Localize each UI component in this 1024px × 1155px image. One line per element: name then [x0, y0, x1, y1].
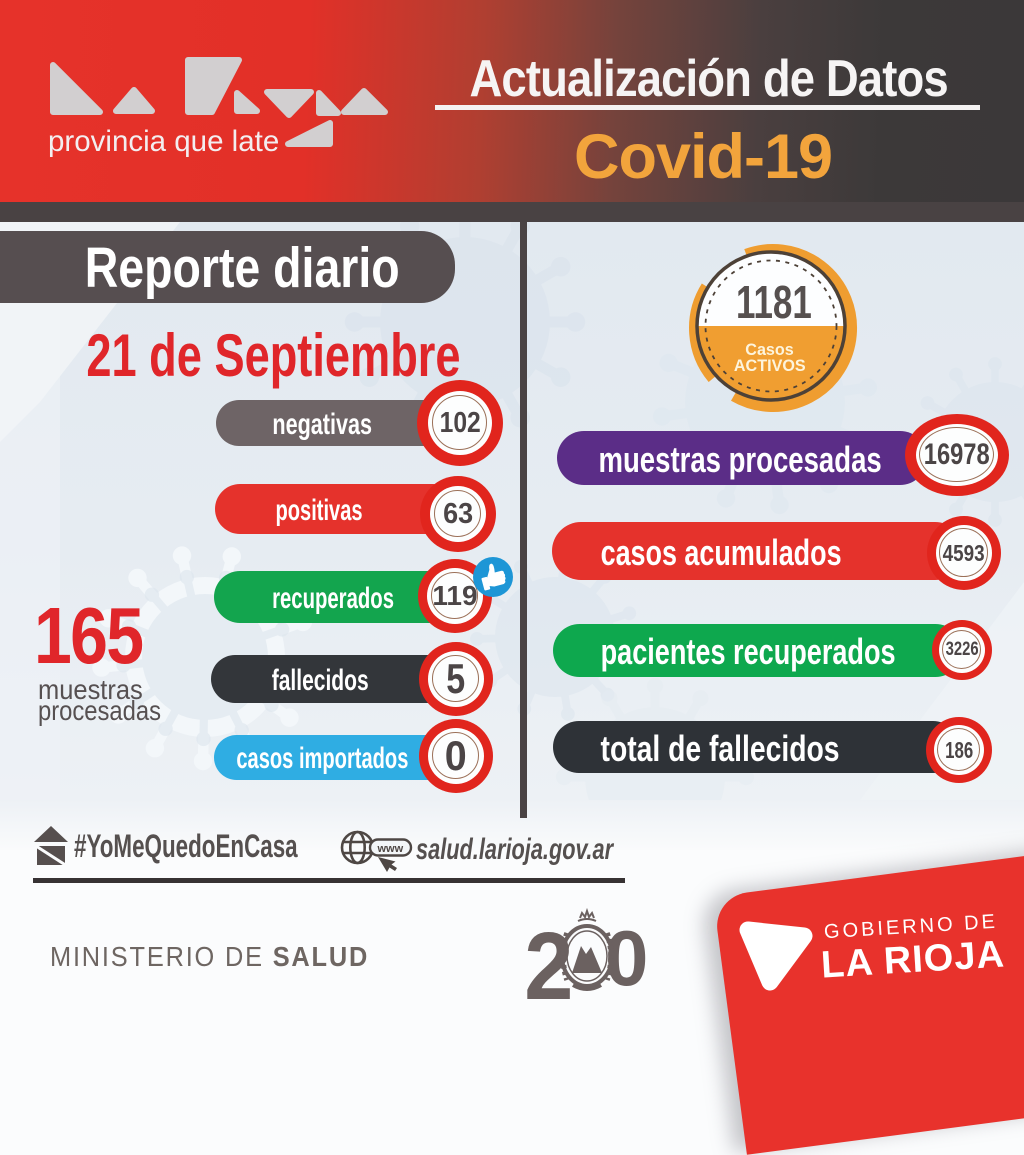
svg-text:provincia que late: provincia que late [48, 125, 279, 158]
svg-text:2: 2 [524, 913, 573, 1005]
svg-text:www: www [377, 843, 404, 855]
